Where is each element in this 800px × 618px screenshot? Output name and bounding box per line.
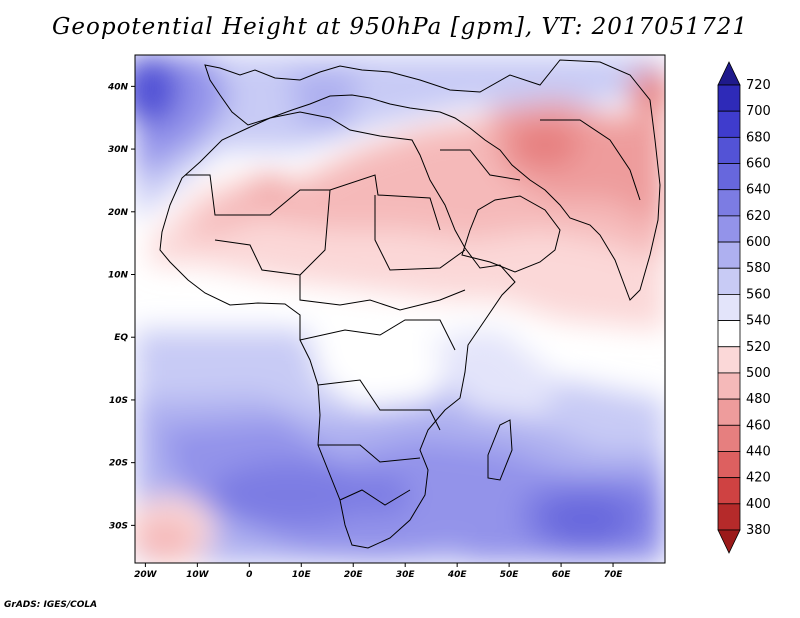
colorbar-swatch: [717, 503, 741, 531]
lon-label: 10W: [186, 570, 210, 580]
colorbar-label: 600: [746, 235, 771, 250]
lon-label: 40E: [447, 570, 468, 580]
lon-label: 30E: [396, 570, 416, 580]
longitude-axis: 20W 10W 0 10E 20E 30E 40E 50E 60E 70E: [134, 563, 623, 580]
colorbar-swatch: [717, 451, 741, 479]
colorbar-label: 640: [746, 183, 771, 198]
map-title: Geopotential Height at 950hPa [gpm], VT:…: [52, 14, 748, 40]
colorbar-swatch: [717, 398, 741, 426]
plot-frame: [134, 54, 666, 564]
colorbar-swatch: [717, 267, 741, 295]
colorbar-swatch: [717, 189, 741, 217]
lon-label: 20E: [344, 570, 364, 580]
colorbar-label: 680: [746, 130, 771, 145]
lat-label: 20N: [108, 208, 129, 218]
colorbar-swatch: [717, 320, 741, 348]
lon-label: 0: [246, 570, 252, 580]
colorbar-label: 420: [746, 471, 771, 486]
colorbar-label: 400: [746, 497, 771, 512]
colorbar-swatch: [717, 241, 741, 269]
colorbar-label: 700: [746, 104, 771, 119]
latitude-axis: 40N 30N 20N 10N EQ 10S 20S 30S: [107, 82, 135, 531]
colorbar-bottom-arrow: [717, 529, 741, 554]
height-field: [135, 55, 665, 563]
colorbar-label: 720: [746, 78, 771, 93]
colorbar-swatch: [717, 424, 741, 452]
lat-label: 10S: [109, 396, 128, 406]
colorbar-swatch: [717, 294, 741, 321]
lat-label: 30N: [108, 145, 129, 155]
lat-label: EQ: [114, 333, 128, 343]
lon-label: 60E: [552, 570, 572, 580]
lon-label: 10E: [292, 570, 312, 580]
colorbar-label: 520: [746, 340, 771, 355]
colorbar-label: 380: [746, 523, 771, 538]
lon-label: 50E: [500, 570, 520, 580]
colorbar-swatch: [717, 372, 741, 400]
lon-label: 20W: [134, 570, 158, 580]
lon-label: 70E: [604, 570, 624, 580]
lat-label: 10N: [108, 271, 129, 281]
colorbar-label: 560: [746, 287, 771, 302]
lat-label: 30S: [109, 521, 128, 531]
coastlines: [159, 59, 661, 549]
colorbar-label: 480: [746, 392, 771, 407]
colorbar-swatch: [717, 346, 741, 374]
colorbar-swatch: [717, 110, 741, 138]
lat-label: 40N: [107, 82, 129, 92]
lat-label: 20S: [109, 459, 128, 469]
colorbar-swatch: [717, 215, 741, 243]
colorbar-label: 460: [746, 418, 771, 433]
colorbar-label: 660: [746, 157, 771, 172]
colorbar-label: 540: [746, 314, 771, 329]
colorbar-swatch: [717, 477, 741, 505]
colorbar-label: 500: [746, 366, 771, 381]
colorbar: 720 700 680 660 640 620 600 580 560 540 520 500 480 4…: [717, 61, 771, 554]
colorbar-swatch: [717, 163, 741, 191]
colorbar-top-arrow: [717, 61, 741, 86]
colorbar-swatch: [717, 84, 741, 112]
colorbar-swatch: [717, 136, 741, 164]
credit-label: GrADS: IGES/COLA: [4, 600, 98, 610]
colorbar-label: 580: [746, 261, 771, 276]
colorbar-label: 620: [746, 209, 771, 224]
colorbar-label: 440: [746, 444, 771, 459]
